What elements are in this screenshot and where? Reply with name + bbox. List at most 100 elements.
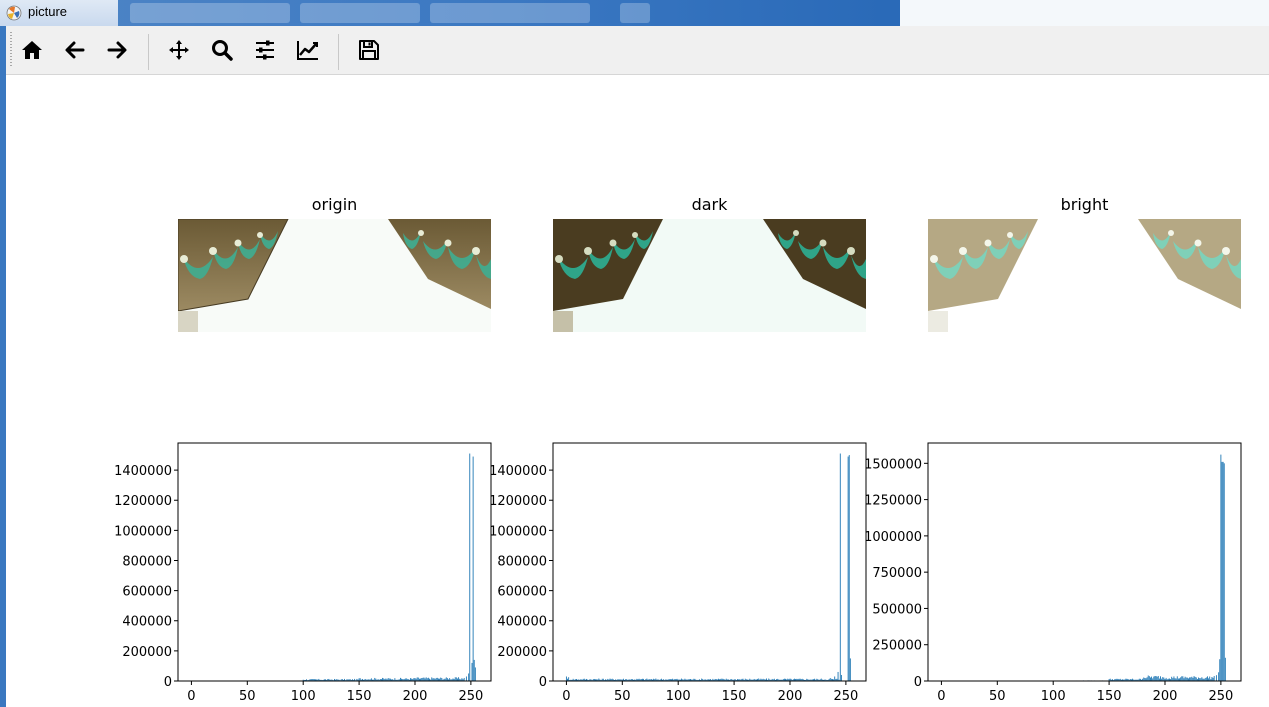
histogram-bar <box>823 679 824 681</box>
app-icon <box>6 5 22 21</box>
histogram-bar <box>658 679 660 681</box>
forward-button[interactable] <box>101 34 133 66</box>
histogram-bar <box>1212 677 1214 681</box>
histogram-bar <box>336 679 338 681</box>
histogram-bar <box>572 678 574 681</box>
histogram-bar <box>1161 678 1163 681</box>
window-frame-left <box>0 26 6 707</box>
histogram-bar <box>1131 679 1132 681</box>
customize-button[interactable] <box>292 34 324 66</box>
histogram-bar <box>1171 676 1173 681</box>
histogram-bar <box>653 678 655 681</box>
histogram-bar <box>650 679 652 681</box>
histogram-bar <box>772 679 774 681</box>
histogram-bar <box>441 678 443 681</box>
histogram-dark: 0 50 100 150 200 250 0 200000 400000 600000 800000… <box>489 442 867 704</box>
y-tick-label: 600000 <box>122 585 172 600</box>
histogram-bar <box>360 679 362 681</box>
histogram-bar <box>794 678 795 681</box>
zoom-button[interactable] <box>206 34 238 66</box>
zoom-icon <box>212 40 233 61</box>
histogram-bar <box>832 679 833 681</box>
back-button[interactable] <box>59 34 91 66</box>
histogram-bar <box>647 679 649 681</box>
histogram-bar <box>817 679 819 681</box>
histogram-bar <box>454 677 456 681</box>
histogram-bar <box>459 678 461 681</box>
histogram-bar <box>799 678 801 681</box>
y-tick-label: 1000000 <box>489 524 547 539</box>
histogram-bar <box>682 679 684 681</box>
y-tick-label: 1000000 <box>114 524 172 539</box>
y-tick-label: 500000 <box>872 602 922 617</box>
histogram-bar <box>429 678 430 681</box>
histogram-bar <box>357 679 359 681</box>
histogram-bar <box>690 679 691 681</box>
histogram-bar <box>773 678 775 681</box>
y-tick-label: 0 <box>164 675 172 690</box>
histogram-bar <box>763 679 765 681</box>
subplots-button[interactable] <box>249 34 281 66</box>
histogram-bar <box>686 679 688 681</box>
histogram-bar <box>848 455 850 681</box>
histogram-bar <box>392 679 394 681</box>
x-tick-label: 200 <box>403 689 428 704</box>
histogram-bar <box>666 679 668 681</box>
arrow-left-icon <box>65 41 85 59</box>
histogram-bar <box>837 671 839 681</box>
histogram-bar <box>819 679 821 681</box>
histogram-bar <box>618 679 620 681</box>
histogram-bar <box>1204 677 1206 681</box>
home-button[interactable] <box>16 34 48 66</box>
histogram-bar <box>1208 678 1210 681</box>
histogram-bar <box>404 678 406 681</box>
histogram-bar <box>463 677 465 681</box>
histogram-bar <box>657 679 659 681</box>
histogram-bar <box>615 679 617 681</box>
figure-canvas[interactable]: origin dark bright <box>6 75 1269 707</box>
histogram-bar <box>791 679 793 681</box>
histogram-bar <box>801 678 803 681</box>
histogram-bar <box>1151 676 1153 681</box>
histogram-bar <box>1143 677 1145 681</box>
histogram-bar <box>617 679 619 681</box>
pan-button[interactable] <box>163 34 195 66</box>
histogram-bar <box>659 679 661 681</box>
histogram-bar <box>649 679 651 681</box>
histogram-bar <box>565 676 567 681</box>
histogram-bar <box>400 677 401 681</box>
histogram-bar <box>1176 676 1178 681</box>
histogram-bar <box>648 679 650 681</box>
histogram-bar <box>313 679 315 681</box>
histogram-bar <box>630 679 632 681</box>
histogram-bar <box>1173 676 1175 681</box>
histogram-bar <box>815 679 817 681</box>
histogram-bar <box>378 679 380 681</box>
histogram-bar <box>641 678 643 681</box>
histogram-bar <box>644 679 646 681</box>
histogram-bar <box>406 678 408 681</box>
histogram-bar <box>811 679 813 681</box>
histogram-bar <box>695 679 697 681</box>
histogram-bar <box>1202 678 1204 681</box>
histogram-bar <box>387 678 389 681</box>
save-button[interactable] <box>353 34 385 66</box>
histogram-bar <box>578 679 580 681</box>
histogram-bar <box>1203 678 1205 681</box>
arrow-right-icon <box>107 41 127 59</box>
histogram-bar <box>645 679 647 681</box>
toolbar-grip[interactable] <box>10 32 12 68</box>
histogram-bar <box>697 679 699 681</box>
histogram-bar <box>374 677 376 681</box>
histogram-bar <box>1218 672 1220 681</box>
y-tick-label: 600000 <box>497 585 547 600</box>
histogram-bar <box>382 677 384 681</box>
histogram-bar <box>655 678 657 681</box>
histogram-bar <box>368 679 370 681</box>
histogram-bar <box>635 679 637 681</box>
histogram-bar <box>1156 676 1158 681</box>
image-title-dark: dark <box>691 195 728 214</box>
histogram-bar <box>1138 678 1140 681</box>
histogram-bar <box>583 678 585 681</box>
histogram-bar <box>713 679 715 681</box>
